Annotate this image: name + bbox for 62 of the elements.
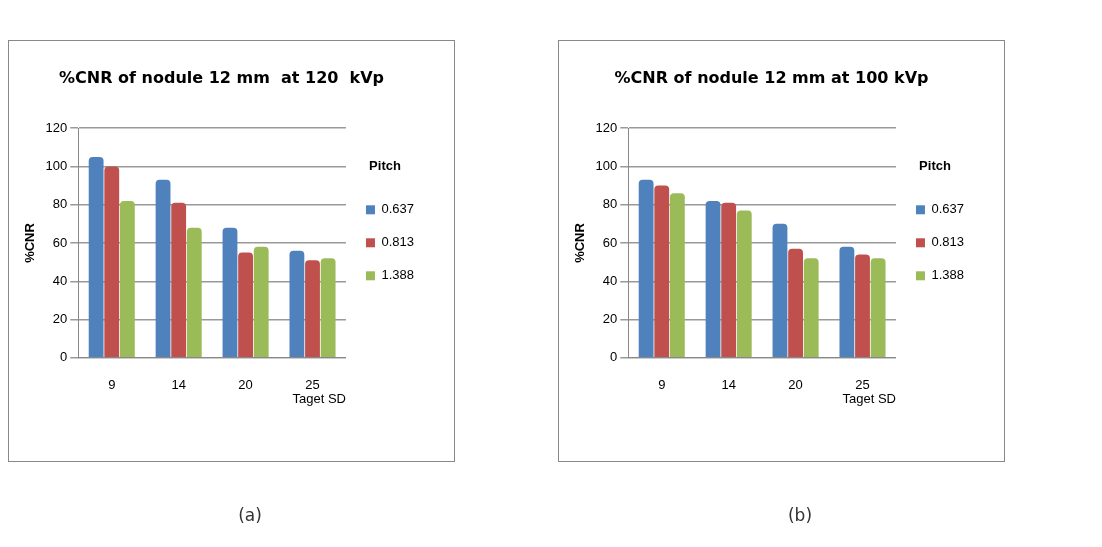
y-axis-title: %CNR <box>572 222 588 263</box>
y-tick-label: 40 <box>52 272 68 288</box>
bar <box>638 179 654 358</box>
y-tick-label: 40 <box>602 272 618 288</box>
bar <box>155 179 171 358</box>
text: (a) <box>237 505 263 525</box>
bar <box>788 248 804 358</box>
legend-label: 1.388 <box>381 267 415 283</box>
bar <box>736 210 752 358</box>
bar <box>721 202 737 358</box>
legend-label: 0.637 <box>931 201 965 217</box>
x-tick-label: 25 <box>855 377 870 393</box>
bar <box>253 246 269 358</box>
x-tick-label: 25 <box>305 377 320 393</box>
bar <box>171 202 187 358</box>
y-tick-label: 80 <box>602 196 618 212</box>
legend-label: 1.388 <box>931 267 965 283</box>
y-tick-label: 80 <box>52 196 68 212</box>
x-tick-label: 9 <box>108 377 116 393</box>
y-tick-label: 120 <box>595 119 618 135</box>
x-tick-label: 20 <box>238 377 253 393</box>
bar <box>803 258 819 358</box>
y-tick-label: 100 <box>45 158 68 174</box>
bar <box>88 156 104 358</box>
y-tick-label: 20 <box>602 311 618 327</box>
bar <box>772 223 788 358</box>
legend-title: Pitch <box>369 157 401 173</box>
legend-label: 0.813 <box>381 234 415 250</box>
x-axis-title: Taget SD <box>842 390 896 406</box>
x-tick-label: 20 <box>788 377 803 393</box>
chart-title: %CNR of nodule 12 mm at 100 kVp <box>614 67 929 87</box>
x-axis-title: Taget SD <box>292 390 346 406</box>
legend-title: Pitch <box>919 157 951 173</box>
bar <box>705 200 721 358</box>
legend-label: 0.637 <box>381 201 415 217</box>
bar <box>289 250 305 358</box>
chart-title: %CNR of nodule 12 mm at 120 kVp <box>58 67 385 87</box>
x-tick-label: 14 <box>171 377 186 393</box>
y-tick-label: 100 <box>595 158 618 174</box>
bar <box>870 258 886 358</box>
bar <box>186 227 202 358</box>
legend-label: 0.813 <box>931 234 965 250</box>
bar <box>305 260 320 358</box>
y-tick-label: 20 <box>52 311 68 327</box>
text: (b) <box>786 505 814 525</box>
y-tick-label: 0 <box>60 349 68 365</box>
bar <box>320 258 336 358</box>
bar <box>238 252 254 358</box>
y-tick-label: 60 <box>602 234 618 250</box>
y-tick-label: 120 <box>45 119 68 135</box>
bar <box>839 246 855 358</box>
y-tick-label: 60 <box>52 234 68 250</box>
bar <box>119 200 135 358</box>
bar <box>222 227 238 358</box>
bar <box>104 166 120 358</box>
bar <box>654 185 670 358</box>
x-tick-label: 9 <box>658 377 666 393</box>
bar <box>855 254 870 358</box>
y-axis-title: %CNR <box>22 222 38 263</box>
y-tick-label: 0 <box>610 349 618 365</box>
bar <box>669 193 685 358</box>
x-tick-label: 14 <box>721 377 736 393</box>
